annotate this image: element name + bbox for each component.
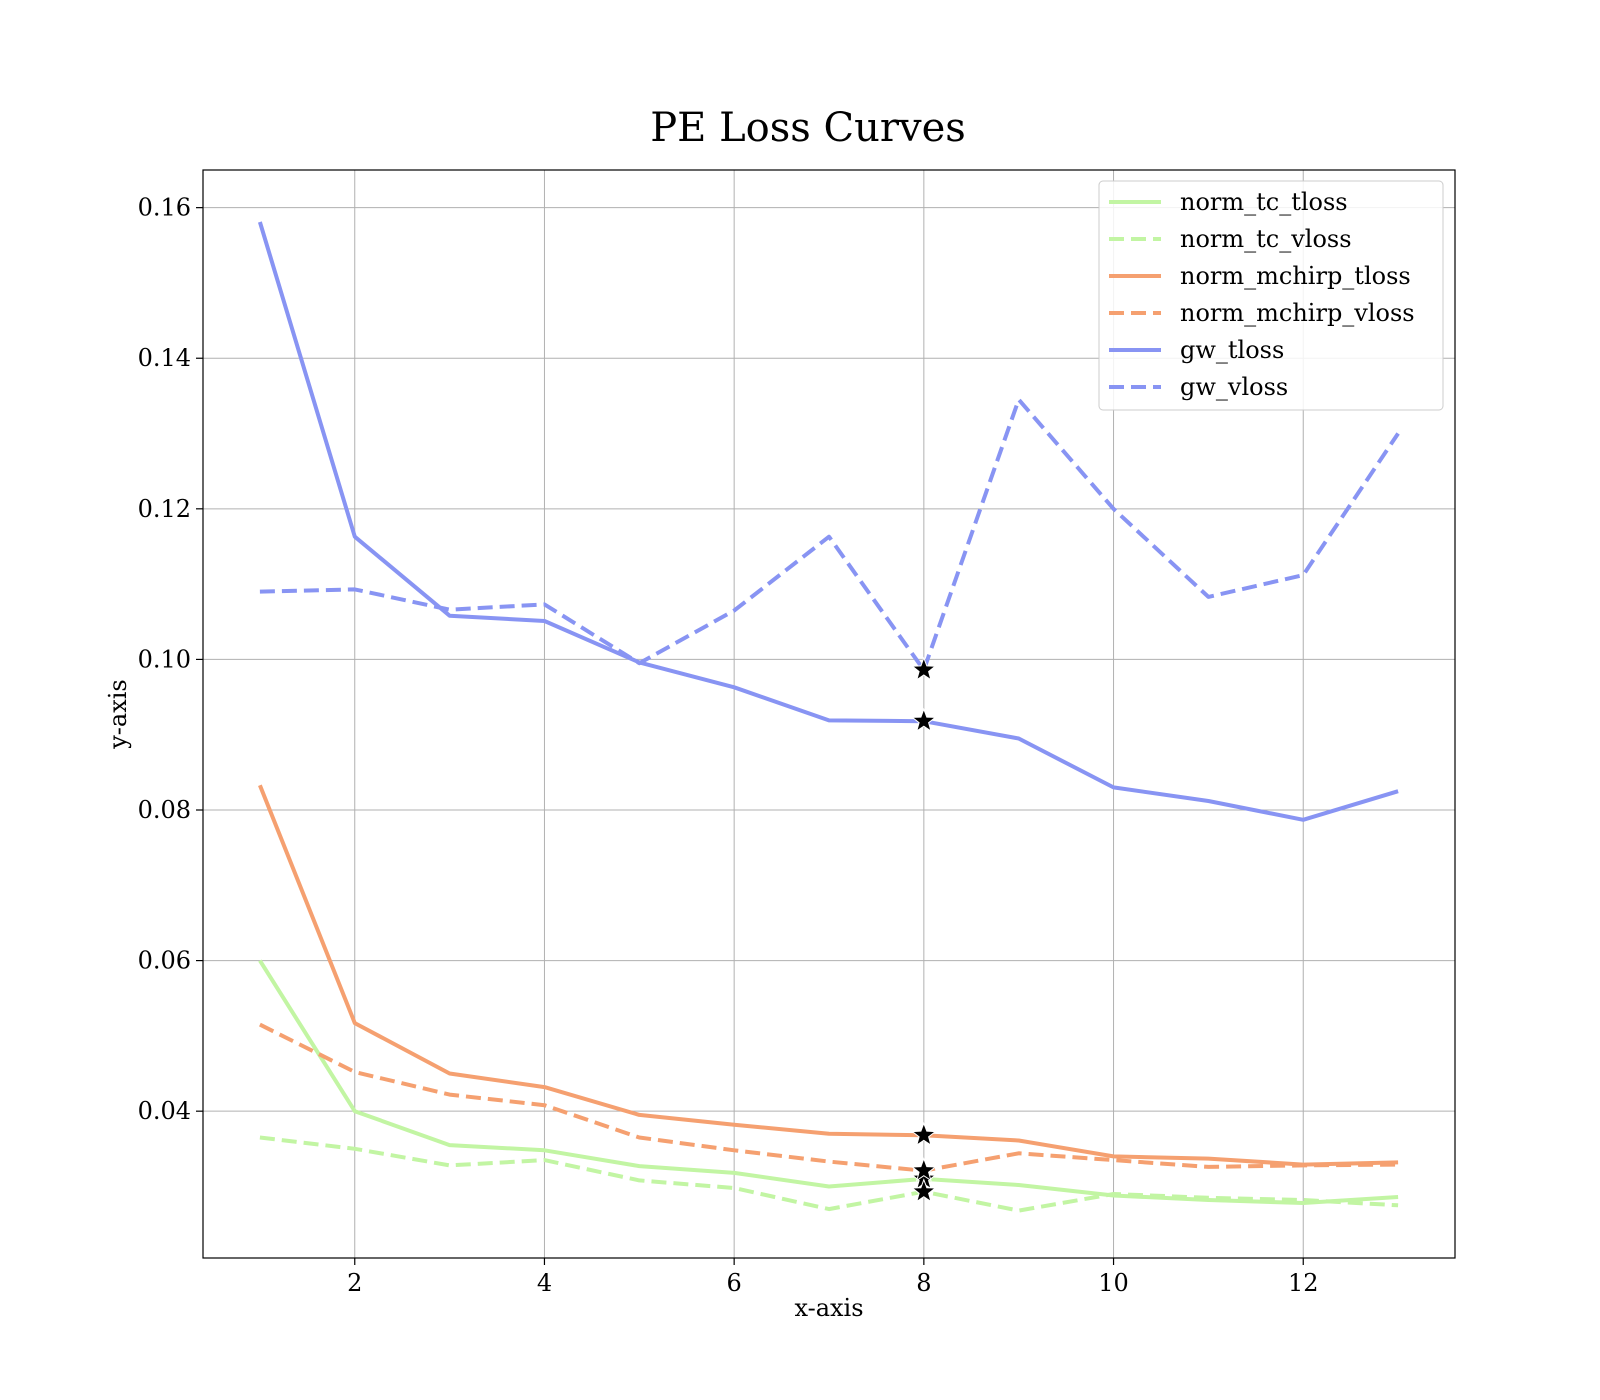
y-tick-label: 0.14 xyxy=(138,344,191,372)
legend-label-norm_mchirp_tloss: norm_mchirp_tloss xyxy=(1180,262,1411,290)
y-tick-label: 0.04 xyxy=(138,1097,191,1125)
chart-title: PE Loss Curves xyxy=(650,105,966,151)
y-tick-label: 0.12 xyxy=(138,495,191,523)
x-tick-label: 2 xyxy=(347,1269,362,1297)
legend-label-gw_vloss: gw_vloss xyxy=(1180,373,1288,401)
y-tick-label: 0.08 xyxy=(138,796,191,824)
legend-label-gw_tloss: gw_tloss xyxy=(1180,336,1284,364)
star-marker-norm_mchirp_tloss xyxy=(911,1121,937,1147)
legend-label-norm_mchirp_vloss: norm_mchirp_vloss xyxy=(1180,299,1415,327)
series-line-gw_vloss xyxy=(259,397,1400,672)
x-axis-title: x-axis xyxy=(794,1294,863,1322)
y-tick-label: 0.06 xyxy=(138,947,191,975)
x-tick-label: 12 xyxy=(1288,1269,1319,1297)
series-line-norm_mchirp_tloss xyxy=(258,784,1399,1167)
plot-area-frame xyxy=(202,169,1456,1259)
y-axis-title: y-axis xyxy=(104,679,132,750)
legend-label-norm_tc_tloss: norm_tc_tloss xyxy=(1180,188,1348,216)
series-line-norm_mchirp_vloss xyxy=(259,1022,1399,1173)
star-marker-gw_vloss xyxy=(911,656,937,681)
x-tick-label: 6 xyxy=(727,1269,742,1297)
x-tick-label: 4 xyxy=(537,1269,552,1297)
best-epoch-markers xyxy=(911,656,937,1203)
series-lines xyxy=(257,221,1400,1213)
grid xyxy=(203,170,1455,1258)
x-tick-label: 8 xyxy=(916,1269,931,1297)
series-line-gw_tloss xyxy=(257,221,1399,822)
star-marker-gw_tloss xyxy=(911,707,937,733)
y-tick-label: 0.16 xyxy=(138,194,191,222)
series-line-norm_tc_vloss xyxy=(259,1135,1399,1213)
legend-label-norm_tc_vloss: norm_tc_vloss xyxy=(1180,225,1352,253)
star-marker-norm_tc_vloss xyxy=(911,1178,937,1203)
legend: norm_tc_tloss norm_tc_vloss norm_mchirp_tl… xyxy=(1098,180,1444,411)
series-line-norm_tc_tloss xyxy=(258,959,1399,1205)
x-tick-label: 10 xyxy=(1098,1269,1129,1297)
legend-box xyxy=(1098,180,1444,411)
y-tick-label: 0.10 xyxy=(138,645,191,673)
axis-ticks: 2 4 6 8 10 12 0.04 0.06 0.08 0.10 0.12 0.14 0.16 xyxy=(138,194,1319,1297)
star-marker-norm_mchirp_vloss xyxy=(911,1157,937,1182)
